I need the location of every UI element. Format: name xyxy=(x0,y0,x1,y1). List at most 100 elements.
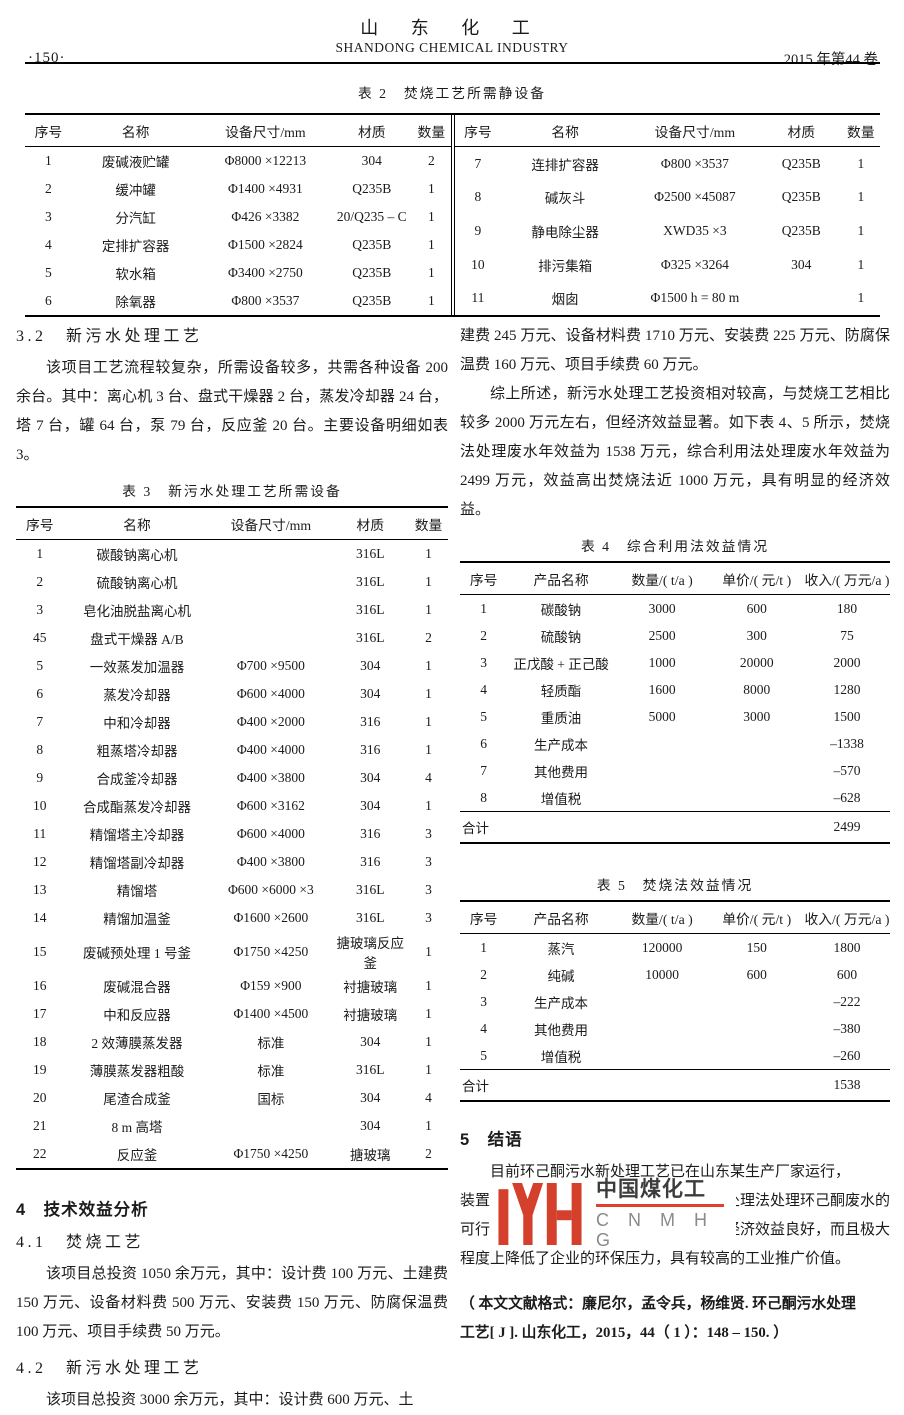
table-cell: 废碱混合器 xyxy=(103,980,171,995)
table-cell: 20/Q235 – C xyxy=(336,209,407,224)
table-cell: 硫酸钠 xyxy=(540,629,582,645)
table-cell: 1 xyxy=(427,237,435,252)
table-cell: 304 xyxy=(360,798,381,813)
table-cell: 8 xyxy=(480,789,488,805)
table-cell: 衬搪玻璃 xyxy=(343,980,398,995)
column-header: 收入/( 万元/a ) xyxy=(803,901,890,934)
table-row: 2 缓冲罐 Φ1400 ×4931 Q235B 1 xyxy=(25,175,451,203)
conclusion-line-1: 目前环己酮污水新处理工艺已在山东某生产厂家运行， xyxy=(490,1164,851,1180)
table-row: 1 碳酸钠 3000 600 180 xyxy=(460,595,890,623)
table-cell: 21 xyxy=(33,1118,47,1133)
table-cell: 3 xyxy=(425,854,432,869)
table-cell: 4 xyxy=(480,1020,488,1036)
table-cell: 搪玻璃反应釜 xyxy=(336,936,404,971)
column-header: 材质 xyxy=(331,507,410,540)
column-header: 数量/( t/a ) xyxy=(614,562,710,595)
table-cell: 1 xyxy=(425,1062,432,1077)
table-cell: 7 xyxy=(474,155,482,171)
table-cell: 蒸发冷却器 xyxy=(103,688,171,703)
table-row: 5 增值税 –260 xyxy=(460,1042,890,1070)
table-row: 13 精馏塔 Φ600 ×6000 ×3 316L 3 xyxy=(16,876,448,904)
table-cell: 生产成本 xyxy=(534,995,589,1011)
table-cell: 缓冲罐 xyxy=(115,183,156,198)
table-cell: 600 xyxy=(746,600,767,616)
column-header: 设备尺寸/mm xyxy=(628,115,761,147)
table-row: 6 生产成本 –1338 xyxy=(460,730,890,757)
table-cell: 5000 xyxy=(648,708,676,724)
table-cell: 1 xyxy=(425,978,432,993)
table-cell xyxy=(615,730,710,757)
table-cell: 2500 xyxy=(648,627,676,643)
table-cell: 20000 xyxy=(739,654,774,670)
table-cell xyxy=(709,757,804,784)
table-cell: 304 xyxy=(360,658,381,673)
table-cell: 7 xyxy=(480,762,488,778)
table-cell: 碳酸钠 xyxy=(540,602,582,618)
table-row: 5 重质油 5000 3000 1500 xyxy=(460,703,890,730)
watermark-text-block: 中国煤化工 C N M H G xyxy=(596,1178,736,1250)
table-cell: 120000 xyxy=(641,939,683,955)
table-row: 8 粗蒸塔冷却器 Φ400 ×4000 316 1 xyxy=(16,736,448,764)
table-cell: 废碱预处理 1 号釜 xyxy=(82,946,191,961)
table4-header: 序号 产品名称 数量/( t/a ) 单价/( 元/t ) 收入/( 万元/a ) xyxy=(460,562,890,595)
table-cell: 2 xyxy=(480,627,488,643)
table-cell: 国标 xyxy=(257,1092,285,1107)
table-cell: 精馏塔 xyxy=(116,884,158,899)
table4-total-value: 2499 xyxy=(803,811,890,843)
table-cell: 1 xyxy=(857,189,865,205)
table-row: 5 一效蒸发加温器 Φ700 ×9500 304 1 xyxy=(16,652,448,680)
table-cell: Φ800 ×3537 xyxy=(660,155,729,171)
table-cell: 10 xyxy=(471,256,485,272)
table-cell: Q235B xyxy=(781,223,821,239)
table-cell: 1 xyxy=(425,1006,432,1021)
table-cell: 304 xyxy=(360,770,381,785)
table-cell: 皂化油脱盐离心机 xyxy=(82,604,191,619)
table-cell: 排污集箱 xyxy=(538,258,593,274)
table-cell: 2 xyxy=(45,181,52,196)
column-header: 产品名称 xyxy=(507,901,615,934)
table-row: 16 废碱混合器 Φ159 ×900 衬搪玻璃 1 xyxy=(16,972,448,1000)
table-cell: Φ600 ×4000 xyxy=(236,686,305,701)
table-cell: 3 xyxy=(425,882,432,897)
table-row: 20 尾渣合成釜 国标 304 4 xyxy=(16,1084,448,1112)
table-cell xyxy=(615,1015,710,1042)
table-row: 4 其他费用 –380 xyxy=(460,1015,890,1042)
table-cell: 正戊酸 + 正己酸 xyxy=(513,656,609,672)
table-row: 11 烟囱 Φ1500 h = 80 m 1 xyxy=(455,281,881,315)
section-4-1-paragraph: 该项目总投资 1050 余万元，其中：设计费 100 万元、土建费 150 万元… xyxy=(16,1266,448,1340)
table-cell: 1500 xyxy=(833,708,861,724)
table-row: 11 精馏塔主冷却器 Φ600 ×4000 316 3 xyxy=(16,820,448,848)
table-cell: 10000 xyxy=(645,966,679,982)
table-cell: 3 xyxy=(425,910,432,925)
table-row: 7 连排扩容器 Φ800 ×3537 Q235B 1 xyxy=(455,147,881,181)
table-cell: XWD35 ×3 xyxy=(663,223,727,239)
table-cell: 其他费用 xyxy=(534,1022,589,1038)
table-cell: 1280 xyxy=(833,681,861,697)
table-cell: 1 xyxy=(36,546,44,561)
table-cell: Q235B xyxy=(352,237,392,252)
column-header: 收入/( 万元/a ) xyxy=(803,562,890,595)
table3-header: 序号 名称 设备尺寸/mm 材质 数量 xyxy=(16,507,448,540)
table-cell: 1 xyxy=(425,1034,432,1049)
table-cell: 1000 xyxy=(648,654,676,670)
table-row: 1 废碱液贮罐 Φ8000 ×12213 304 2 xyxy=(25,147,451,176)
table-cell: Φ400 ×2000 xyxy=(236,714,305,729)
table-cell xyxy=(615,784,710,812)
column-header: 序号 xyxy=(25,115,72,147)
table-cell: 纯碱 xyxy=(547,968,575,984)
header-row: 序号 产品名称 数量/( t/a ) 单价/( 元/t ) 收入/( 万元/a ) xyxy=(460,562,890,595)
watermark-cn-text: 中国煤化工 xyxy=(596,1178,706,1201)
column-header: 数量 xyxy=(409,507,448,540)
table-cell: 1 xyxy=(425,944,432,959)
table-cell: 标准 xyxy=(257,1064,285,1079)
table-row: 45 盘式干燥器 A/B 316L 2 xyxy=(16,624,448,652)
table-cell: 1 xyxy=(857,223,865,239)
table-cell: 一效蒸发加温器 xyxy=(89,660,185,675)
table-cell: 304 xyxy=(791,256,812,272)
table-cell: 8 xyxy=(36,742,44,757)
column-header: 序号 xyxy=(16,507,64,540)
table-cell: 316L xyxy=(355,882,385,897)
table-cell xyxy=(709,730,804,757)
table4-total-label: 合计 xyxy=(460,811,508,843)
table-cell: 1 xyxy=(425,546,432,561)
